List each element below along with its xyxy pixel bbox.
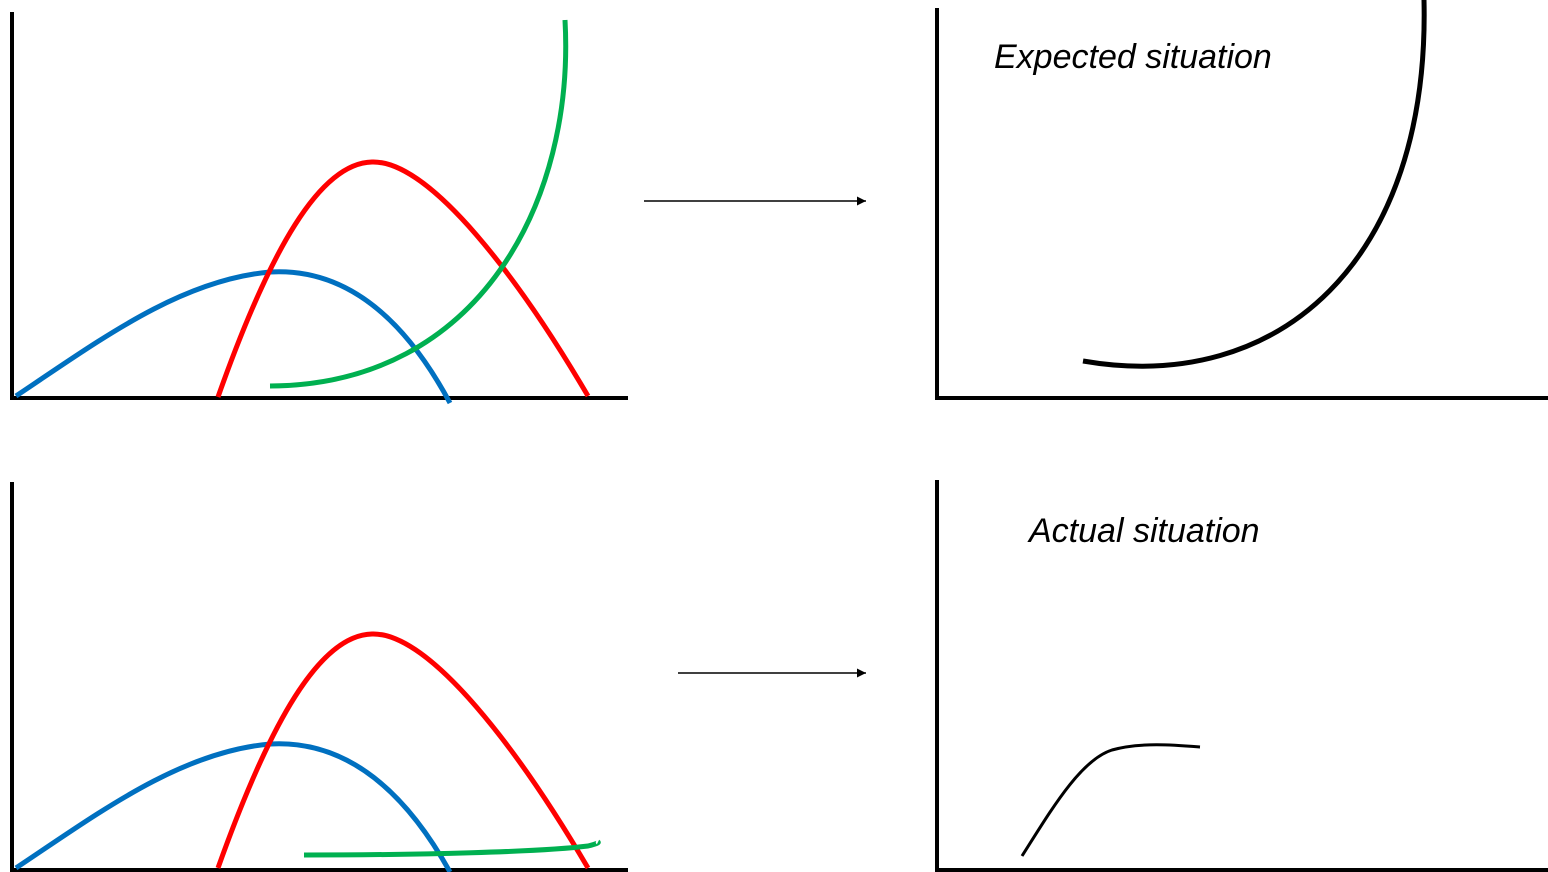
top-left-panel: [10, 12, 628, 405]
top-left-red-curve: [215, 159, 591, 398]
expected-result-curve: [1082, 0, 1427, 369]
top-right-panel: Expected situation: [935, 0, 1548, 400]
actual-result-curve: [1020, 743, 1201, 857]
actual-situation-caption: Actual situation: [1027, 512, 1260, 550]
top-left-blue-curve: [14, 269, 453, 405]
bottom-right-panel: Actual situation: [935, 480, 1548, 872]
bottom-left-panel: [10, 482, 628, 872]
bottom-left-green-curve: [303, 839, 601, 858]
expected-situation-caption: Expected situation: [994, 38, 1272, 76]
bottom-left-red-curve: [215, 631, 591, 870]
top-left-green-curve: [269, 19, 569, 389]
